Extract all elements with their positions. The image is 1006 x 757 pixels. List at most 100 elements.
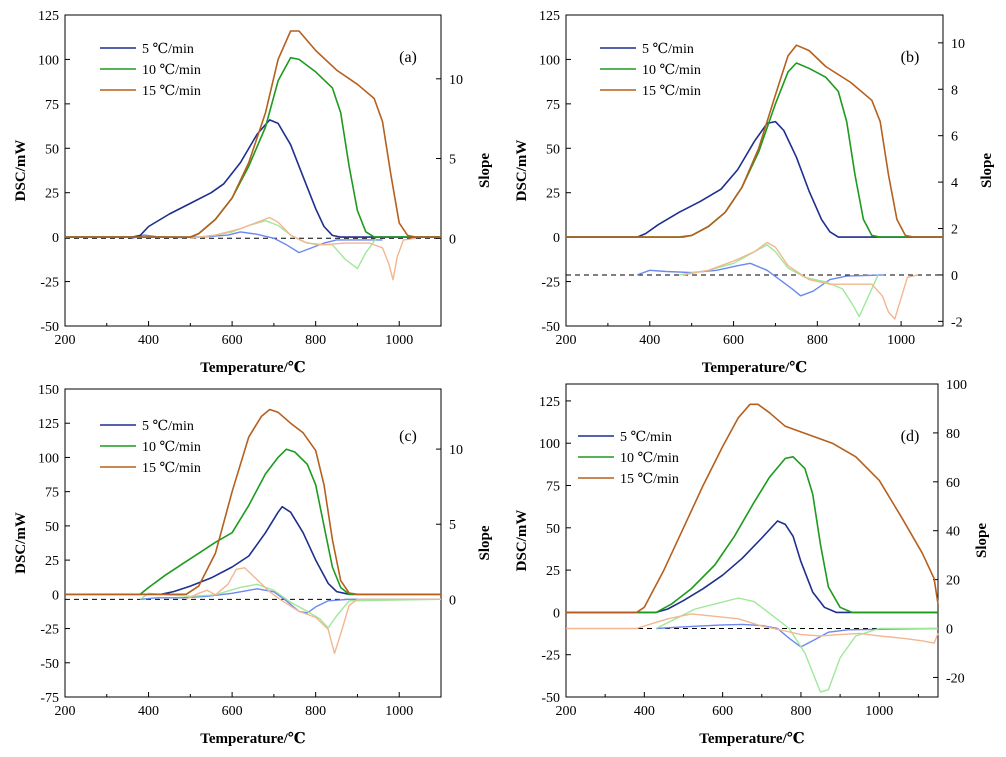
y-tick-label: -50 xyxy=(541,320,560,335)
x-axis-label: Temperature/℃ xyxy=(702,360,807,376)
y2-tick-label: 10 xyxy=(951,37,965,52)
legend-entry: 10 ℃/min xyxy=(642,63,701,78)
legend-entry: 5 ℃/min xyxy=(620,430,672,445)
x-tick-label: 200 xyxy=(556,333,577,348)
y2-tick-label: 4 xyxy=(951,176,958,191)
panel-label: (a) xyxy=(399,49,417,66)
y-tick-label: 0 xyxy=(553,231,560,246)
y-tick-label: 75 xyxy=(45,98,59,113)
chart-panel-a: 200 400 600 800 1000 -50 -25 0 25 50 75 100 125 0 5 10 T… xyxy=(13,9,493,376)
legend: 5 ℃/min 10 ℃/min 15 ℃/min xyxy=(100,419,201,476)
y-tick-label: 25 xyxy=(45,187,59,202)
dsc-line-15c-min xyxy=(65,30,441,238)
plot-frame xyxy=(64,388,442,698)
legend-entry: 5 ℃/min xyxy=(642,42,694,57)
legend-entry: 15 ℃/min xyxy=(642,84,701,99)
y-tick-label: 50 xyxy=(45,142,59,157)
y2-tick-label: 0 xyxy=(946,623,953,638)
x-tick-label: 200 xyxy=(55,333,76,348)
y2-tick-label: -2 xyxy=(951,315,963,330)
y-tick-label: -25 xyxy=(40,276,59,291)
slope-line-5c-min xyxy=(140,588,441,614)
dsc-line-10c-min xyxy=(566,62,943,238)
y2-tick-label: 10 xyxy=(449,73,463,88)
y-tick-label: 75 xyxy=(546,480,560,495)
y-tick-label: 25 xyxy=(45,554,59,569)
slope-line-5c-min xyxy=(656,623,939,648)
y2-tick-label: 40 xyxy=(946,525,960,540)
x-tick-label: 400 xyxy=(138,704,159,719)
y-tick-label: 125 xyxy=(539,395,560,410)
y-tick-label: 125 xyxy=(38,417,59,432)
y-tick-label: 125 xyxy=(539,9,560,24)
x-tick-label: 200 xyxy=(556,704,577,719)
panel-label: (d) xyxy=(901,428,920,445)
y2-tick-label: 80 xyxy=(946,427,960,442)
legend-entry: 5 ℃/min xyxy=(142,419,194,434)
legend: 5 ℃/min 10 ℃/min 15 ℃/min xyxy=(600,42,701,99)
y2-tick-label: 0 xyxy=(449,232,456,247)
y2-tick-label: 60 xyxy=(946,476,960,491)
dsc-line-5c-min xyxy=(65,119,441,238)
x-tick-label: 800 xyxy=(305,333,326,348)
slope-line-15c-min xyxy=(190,216,416,281)
x-tick-label: 1000 xyxy=(865,704,893,719)
y-tick-label: -50 xyxy=(541,691,560,706)
y2-axis-label: Slope xyxy=(477,153,493,188)
x-tick-label: 1000 xyxy=(385,704,413,719)
x-tick-label: 600 xyxy=(222,704,243,719)
x-tick-label: 200 xyxy=(55,704,76,719)
x-axis-label: Temperature/℃ xyxy=(200,360,305,376)
chart-panel-b: 200 400 600 800 1000 -50 -25 0 25 50 75 100 125 -2 0 2 4… xyxy=(514,9,995,376)
y2-tick-label: 10 xyxy=(449,443,463,458)
dsc-line-15c-min xyxy=(566,44,943,238)
chart-panel-d: 200 400 600 800 1000 -50 -25 0 25 50 75 100 125 -20 0 2… xyxy=(514,378,990,747)
y-tick-label: -25 xyxy=(541,649,560,664)
y-axis-label: DSC/mW xyxy=(13,512,29,574)
slope-line-10c-min xyxy=(139,583,442,629)
y-tick-label: 0 xyxy=(52,588,59,603)
x-tick-label: 400 xyxy=(634,704,655,719)
panel-label: (c) xyxy=(399,428,417,445)
y2-axis-label: Slope xyxy=(979,153,995,188)
y-tick-label: 100 xyxy=(38,53,59,68)
y-tick-label: -50 xyxy=(40,657,59,672)
x-tick-label: 600 xyxy=(222,333,243,348)
legend-entry: 15 ℃/min xyxy=(620,472,679,487)
y-tick-label: 0 xyxy=(52,231,59,246)
dsc-line-5c-min xyxy=(566,520,938,614)
x-axis-label: Temperature/℃ xyxy=(699,731,804,747)
chart-panel-c: 200 400 600 800 1000-75-50-25025507510012515… xyxy=(13,383,493,747)
y-axis-label: DSC/mW xyxy=(514,510,530,572)
y2-tick-label: -20 xyxy=(946,671,965,686)
dsc-line-15c-min xyxy=(65,408,441,596)
y-tick-label: 50 xyxy=(546,522,560,537)
dsc-line-10c-min xyxy=(65,56,441,238)
legend: 5 ℃/min 10 ℃/min 15 ℃/min xyxy=(578,430,679,487)
y-tick-label: 0 xyxy=(553,606,560,621)
y-tick-label: 125 xyxy=(38,9,59,24)
plot-frame xyxy=(64,14,442,327)
y-tick-label: -25 xyxy=(40,623,59,638)
legend-entry: 15 ℃/min xyxy=(142,461,201,476)
y-tick-label: 50 xyxy=(546,142,560,157)
x-tick-label: 600 xyxy=(712,704,733,719)
y-tick-label: 25 xyxy=(546,564,560,579)
y2-tick-label: 5 xyxy=(449,518,456,533)
y-tick-label: 75 xyxy=(45,486,59,501)
x-tick-label: 800 xyxy=(807,333,828,348)
y-tick-label: 75 xyxy=(546,98,560,113)
legend: 5 ℃/min 10 ℃/min 15 ℃/min xyxy=(100,42,201,99)
dsc-line-10c-min xyxy=(566,456,938,614)
plot-frame xyxy=(565,383,939,698)
x-tick-label: 600 xyxy=(723,333,744,348)
slope-line-5c-min xyxy=(636,262,885,297)
y2-tick-label: 20 xyxy=(946,574,960,589)
x-tick-label: 800 xyxy=(790,704,811,719)
y-tick-label: -75 xyxy=(40,691,59,706)
legend-entry: 10 ℃/min xyxy=(142,63,201,78)
y2-tick-label: 8 xyxy=(951,83,958,98)
legend-entry: 5 ℃/min xyxy=(142,42,194,57)
slope-line-10c-min xyxy=(678,244,879,318)
